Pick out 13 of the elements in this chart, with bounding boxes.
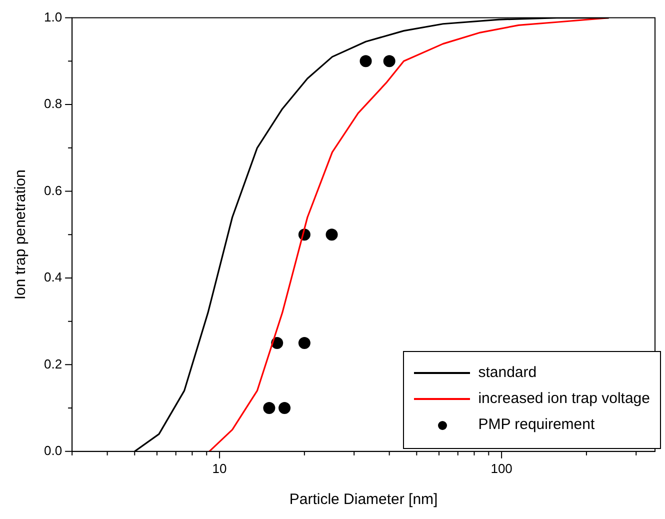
y-tick-label: 0.2 xyxy=(44,356,62,372)
y-axis-title: Ion trap penetration xyxy=(12,170,30,300)
legend-label: standard xyxy=(478,363,537,383)
x-tick-label: 100 xyxy=(490,460,512,476)
y-tick-label: 0.0 xyxy=(44,442,62,458)
x-axis-title: Particle Diameter [nm] xyxy=(289,491,438,508)
y-tick-label: 0.6 xyxy=(44,182,62,198)
y-tick-label: 0.8 xyxy=(44,96,62,112)
y-tick-label: 0.4 xyxy=(44,270,62,285)
y-tick-label: 1.0 xyxy=(44,9,62,24)
x-tick-label: 10 xyxy=(212,460,227,476)
legend-label: increased ion trap voltage xyxy=(478,389,650,409)
legend-label: PMP requirement xyxy=(478,415,595,435)
